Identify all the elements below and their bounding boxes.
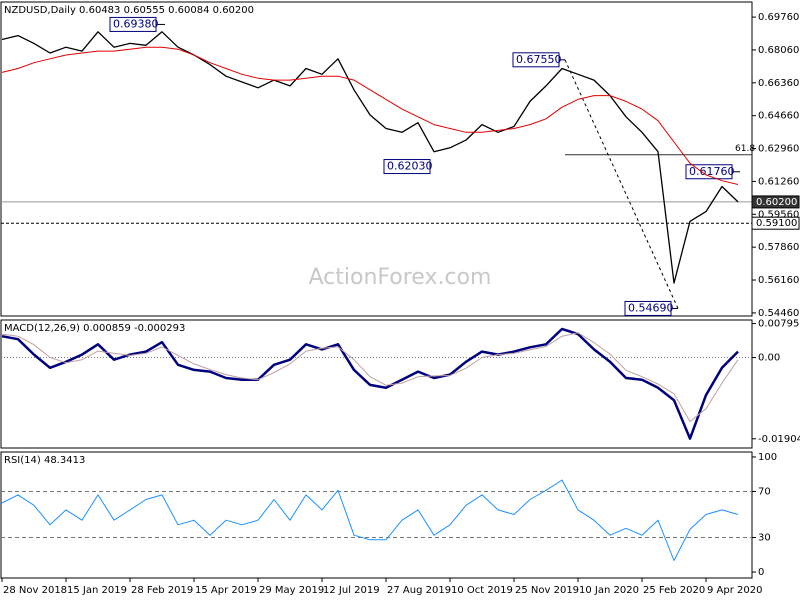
x-tick-label: 12 Jul 2019 xyxy=(323,585,380,596)
y-tick-label: 0.54460 xyxy=(758,308,799,319)
y-tick-label: 100 xyxy=(758,452,777,463)
x-tick-label: 28 Nov 2018 xyxy=(3,585,67,596)
series-line xyxy=(1,332,739,422)
y-tick-label: 0.66360 xyxy=(758,78,799,89)
x-tick-label: 10 Oct 2019 xyxy=(451,585,513,596)
panel-frame xyxy=(0,1,753,317)
x-tick-label: 29 May 2019 xyxy=(259,585,324,596)
annotation-box xyxy=(109,16,157,32)
y-tick-label: -0.01904 xyxy=(758,434,800,445)
annotation-label: 0.69380 xyxy=(113,17,159,30)
x-tick-label: 15 Jan 2019 xyxy=(67,585,127,596)
panel-title: MACD(12,26,9) 0.000859 -0.000293 xyxy=(4,323,185,334)
price-box xyxy=(751,195,800,209)
panel-frame xyxy=(0,451,753,579)
annotation-label: 0.67550 xyxy=(516,53,562,66)
annotation-box xyxy=(512,52,560,68)
annotation-label: 0.62030 xyxy=(387,160,433,173)
price-box xyxy=(751,216,800,230)
x-tick-label: 28 Feb 2019 xyxy=(131,585,193,596)
x-tick-label: 9 Apr 2020 xyxy=(707,585,762,596)
y-tick-label: 0.56160 xyxy=(758,275,799,286)
x-tick-label: 25 Feb 2020 xyxy=(643,585,705,596)
panel-title: RSI(14) 48.3413 xyxy=(4,455,85,466)
annotation-box xyxy=(624,300,672,316)
annotation-label: 0.54690 xyxy=(628,301,674,314)
annotation-box xyxy=(383,159,431,175)
y-tick-label: 0.64660 xyxy=(758,111,799,122)
y-tick-label: 70 xyxy=(758,486,771,497)
annotation-label: 0.61760 xyxy=(689,165,735,178)
y-tick-label: 0 xyxy=(758,567,764,578)
series-line xyxy=(1,31,739,284)
y-tick-label: 0.62960 xyxy=(758,144,799,155)
y-tick-label: 0.59560 xyxy=(758,209,799,220)
price-box-label: 0.59100 xyxy=(756,218,797,229)
series-line xyxy=(1,479,739,561)
series-line xyxy=(1,327,739,440)
y-tick-label: 0.57860 xyxy=(758,242,799,253)
y-tick-label: 0.68060 xyxy=(758,45,799,56)
x-tick-label: 27 Aug 2019 xyxy=(387,585,451,596)
y-tick-label: 0.00 xyxy=(758,353,780,364)
series-line xyxy=(1,46,739,185)
y-tick-label: 30 xyxy=(758,532,771,543)
x-tick-label: 25 Nov 2019 xyxy=(515,585,579,596)
watermark: ActionForex.com xyxy=(309,265,492,290)
panel-title: NZDUSD,Daily 0.60483 0.60555 0.60084 0.6… xyxy=(4,5,254,16)
y-tick-label: 0.61260 xyxy=(758,176,799,187)
y-tick-label: 0.007958 xyxy=(758,319,800,330)
y-tick-label: 0.69760 xyxy=(758,12,799,23)
x-tick-label: 15 Apr 2019 xyxy=(195,585,257,596)
price-box-label: 0.60200 xyxy=(756,197,797,208)
x-tick-label: 10 Jan 2020 xyxy=(579,585,639,596)
fibonacci-label: 61.8 xyxy=(735,144,755,154)
panel-frame xyxy=(0,319,753,449)
